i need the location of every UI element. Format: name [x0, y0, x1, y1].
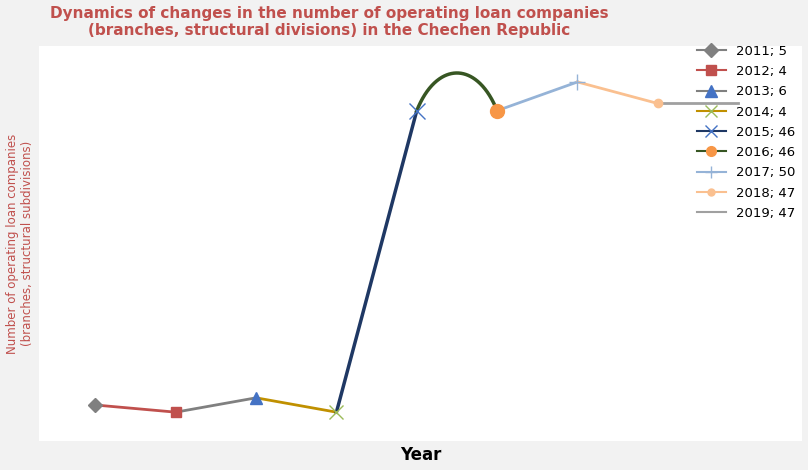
X-axis label: Year: Year [400, 446, 441, 464]
Y-axis label: Number of operating loan companies
(branches, structural subdivisions): Number of operating loan companies (bran… [6, 133, 34, 353]
Legend: 2011; 5, 2012; 4, 2013; 6, 2014; 4, 2015; 46, 2016; 46, 2017; 50, 2018; 47, 2019: 2011; 5, 2012; 4, 2013; 6, 2014; 4, 2015… [692, 39, 801, 225]
Title: Dynamics of changes in the number of operating loan companies
(branches, structu: Dynamics of changes in the number of ope… [50, 6, 608, 38]
